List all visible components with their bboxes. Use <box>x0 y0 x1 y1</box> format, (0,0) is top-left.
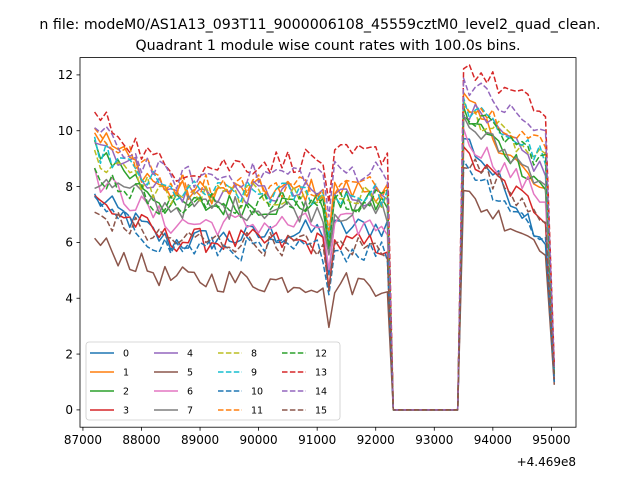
series-line-15 <box>94 158 556 411</box>
series-line-2 <box>93 106 556 411</box>
legend-label-0: 0 <box>123 349 129 360</box>
chart-title: Quadrant 1 module wise count rates with … <box>135 38 520 54</box>
series-line-6 <box>93 127 556 411</box>
legend-label-11: 11 <box>251 406 263 417</box>
x-tick-label: 91000 <box>298 433 336 447</box>
legend-label-10: 10 <box>251 387 263 398</box>
legend-label-15: 15 <box>315 406 327 417</box>
series-line-5 <box>94 189 556 411</box>
legend-label-13: 13 <box>315 368 327 379</box>
legend-label-1: 1 <box>123 368 129 379</box>
y-tick-label: 2 <box>65 347 73 361</box>
y-tick-label: 4 <box>65 292 73 306</box>
legend-label-4: 4 <box>187 349 193 360</box>
x-tick-label: 88000 <box>122 433 160 447</box>
series-line-8 <box>93 100 556 411</box>
y-axis: 0 2 4 6 8 10 12 <box>58 68 80 417</box>
legend-label-9: 9 <box>251 368 257 379</box>
figure-suptitle: n file: modeM0/AS1A13_093T11_9000006108_… <box>39 17 600 33</box>
x-tick-label: 89000 <box>181 433 219 447</box>
y-tick-label: 10 <box>58 124 73 138</box>
series-line-7 <box>94 115 556 411</box>
legend-label-5: 5 <box>187 368 193 379</box>
series-line-11 <box>94 104 556 411</box>
y-tick-label: 12 <box>58 68 73 82</box>
series-layer <box>93 64 556 411</box>
x-tick-label: 94000 <box>474 433 512 447</box>
x-tick-label: 90000 <box>240 433 278 447</box>
legend-label-2: 2 <box>123 387 129 398</box>
x-tick-label: 93000 <box>415 433 453 447</box>
legend-label-12: 12 <box>315 349 327 360</box>
x-axis: 87000 88000 89000 90000 91000 92000 93000 94000… <box>64 427 570 447</box>
series-line-3 <box>94 145 556 411</box>
x-tick-label: 87000 <box>64 433 102 447</box>
legend-label-6: 6 <box>187 387 193 398</box>
x-tick-label: 95000 <box>532 433 570 447</box>
series-line-12 <box>93 114 556 411</box>
y-tick-label: 0 <box>65 403 73 417</box>
series-line-14 <box>94 77 556 411</box>
y-tick-label: 6 <box>65 236 73 250</box>
legend-box <box>85 341 341 421</box>
series-line-10 <box>94 160 556 411</box>
y-tick-label: 8 <box>65 180 73 194</box>
series-line-13 <box>93 64 556 411</box>
x-tick-label: 92000 <box>357 433 395 447</box>
legend-label-8: 8 <box>251 349 257 360</box>
legend-label-3: 3 <box>123 406 129 417</box>
x-offset-label: +4.469e8 <box>517 455 576 469</box>
legend-label-7: 7 <box>187 406 193 417</box>
legend-label-14: 14 <box>315 387 327 398</box>
